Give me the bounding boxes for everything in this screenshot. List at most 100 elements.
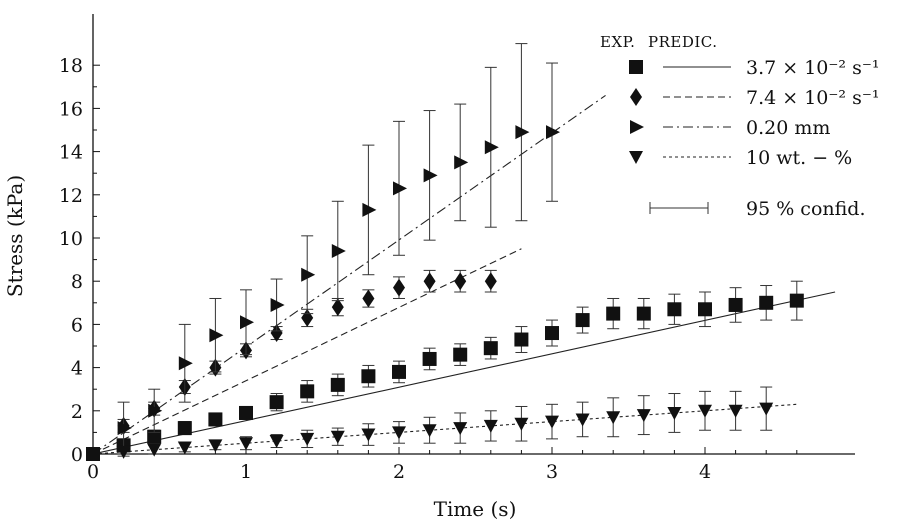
legend-confidence-label: 95 % confid. <box>746 198 866 220</box>
origin-point <box>86 447 100 461</box>
data-point <box>270 297 285 312</box>
data-point <box>483 341 498 356</box>
data-point <box>484 140 499 155</box>
y-tick-label: 8 <box>71 271 83 293</box>
y-tick-label: 16 <box>59 98 83 120</box>
prediction-line <box>93 291 836 454</box>
data-point <box>514 332 529 347</box>
data-point <box>545 326 559 341</box>
data-point <box>667 406 682 420</box>
x-axis-label: Time (s) <box>434 497 517 521</box>
data-point <box>300 384 315 399</box>
data-point <box>392 426 406 440</box>
legend-marker <box>630 120 644 134</box>
data-point <box>789 293 804 308</box>
axes <box>92 14 855 455</box>
data-point <box>728 297 743 312</box>
y-tick-label: 0 <box>71 444 83 466</box>
data-point <box>392 364 406 379</box>
y-tick-label: 18 <box>59 55 83 77</box>
data-point <box>301 267 316 282</box>
legend-label: 7.4 × 10⁻² s⁻¹ <box>746 87 879 109</box>
data-point <box>148 403 163 418</box>
x-tick-label: 4 <box>699 461 711 483</box>
y-axis-label: Stress (kPa) <box>3 175 27 297</box>
data-point <box>422 424 437 438</box>
data-point <box>698 302 712 317</box>
y-tick-label: 10 <box>59 228 83 250</box>
data-point <box>759 295 774 310</box>
data-point <box>362 289 375 308</box>
data-point <box>177 441 192 455</box>
data-point <box>606 306 621 321</box>
data-point <box>177 421 192 436</box>
data-point <box>209 328 224 343</box>
data-point <box>515 125 530 140</box>
y-tick-label: 14 <box>59 142 83 164</box>
y-tick-label: 6 <box>71 314 83 336</box>
data-point <box>636 306 651 321</box>
data-point <box>453 422 468 436</box>
data-point <box>393 278 405 297</box>
data-point <box>208 439 223 453</box>
data-point <box>422 351 437 366</box>
data-markers <box>86 43 804 461</box>
prediction-line <box>93 94 606 454</box>
data-point <box>362 202 377 217</box>
data-point <box>178 356 193 371</box>
data-point <box>117 421 132 436</box>
data-point <box>330 430 345 444</box>
data-point <box>269 395 284 410</box>
data-point <box>116 445 131 459</box>
legend-label: 3.7 × 10⁻² s⁻¹ <box>746 57 879 79</box>
data-point <box>240 315 254 330</box>
data-point <box>393 181 407 196</box>
x-tick-label: 2 <box>393 461 405 483</box>
data-point <box>239 405 253 420</box>
data-point <box>606 411 621 425</box>
legend-label: 10 wt. − % <box>746 147 852 169</box>
data-point <box>545 415 559 429</box>
data-point <box>454 155 469 170</box>
y-tick-label: 2 <box>71 401 83 423</box>
y-tick-label: 12 <box>59 185 83 207</box>
legend-header-exp: EXP. <box>600 33 635 51</box>
plot-area <box>93 94 836 454</box>
data-point <box>147 443 162 457</box>
data-point <box>514 417 529 431</box>
data-point <box>484 272 497 291</box>
legend-label: 0.20 mm <box>746 117 830 139</box>
y-tick-label: 4 <box>71 358 83 380</box>
legend: EXP. PREDIC. 95 % confid. 3.7 × 10⁻² s⁻¹… <box>600 33 879 220</box>
data-point <box>423 168 438 183</box>
data-point <box>483 419 498 433</box>
x-tick-label: 0 <box>87 461 99 483</box>
data-point <box>330 377 345 392</box>
data-point <box>208 412 223 427</box>
legend-header-pred: PREDIC. <box>648 33 718 51</box>
data-point <box>300 432 315 446</box>
legend-marker <box>629 60 643 74</box>
data-point <box>147 429 162 444</box>
data-point <box>546 125 560 140</box>
x-tick-label: 3 <box>546 461 558 483</box>
data-point <box>698 404 712 418</box>
data-point <box>239 437 253 451</box>
legend-marker <box>629 151 643 164</box>
data-point <box>331 243 346 258</box>
data-point <box>636 409 651 423</box>
data-point <box>453 347 468 362</box>
data-point <box>728 404 743 418</box>
data-point <box>759 402 774 416</box>
prediction-line <box>93 403 797 454</box>
data-point <box>269 435 284 449</box>
legend-marker <box>630 88 642 106</box>
data-point <box>331 298 344 317</box>
data-point <box>270 324 283 343</box>
data-point <box>423 272 436 291</box>
data-point <box>361 428 376 442</box>
data-point <box>454 272 467 291</box>
x-tick-label: 1 <box>240 461 252 483</box>
